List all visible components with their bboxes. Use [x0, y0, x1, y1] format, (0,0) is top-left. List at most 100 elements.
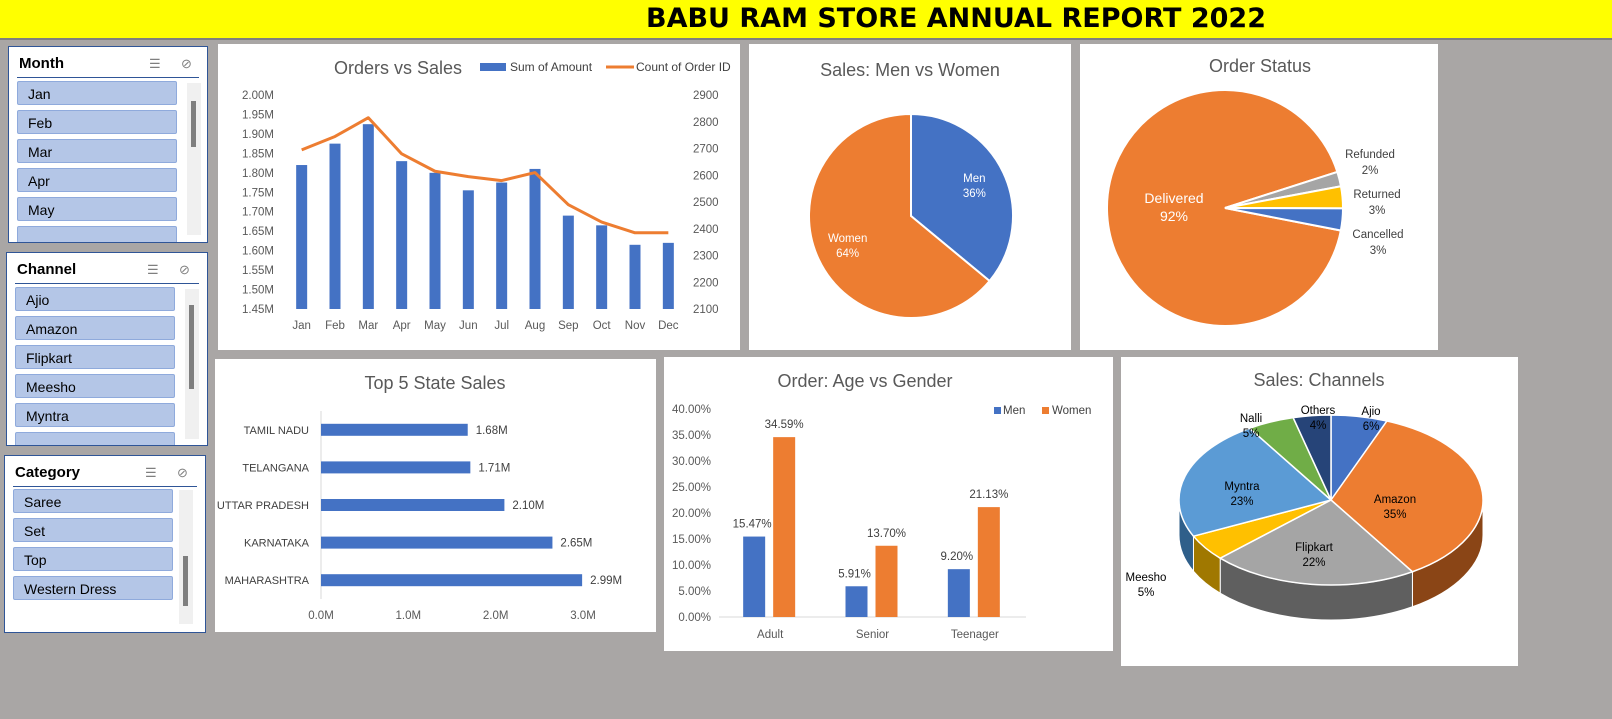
order-status-panel: Order Status Delivered 92% Refunded 2% Return… — [1080, 44, 1438, 350]
y-tick-label: 0.00% — [678, 612, 711, 624]
y-tick-label: 35.00% — [672, 430, 711, 442]
slice-label-flipkart: Flipkart — [1295, 542, 1334, 554]
men-vs-women-chart: Sales: Men vs Women Men 36% Women 64% — [808, 60, 1014, 319]
slice-label-myntra: Myntra — [1224, 481, 1260, 493]
slice-value-delivered: 92% — [1160, 208, 1188, 224]
bar-karnataka — [321, 536, 553, 549]
month-slicer-title: Month — [19, 55, 64, 72]
category-scroll-thumb[interactable] — [183, 556, 188, 606]
slicer-item-myntra[interactable]: Myntra — [15, 403, 175, 427]
bar-apr — [396, 161, 408, 309]
y-left-tick-label: 1.65M — [242, 226, 274, 238]
bar-telangana — [321, 461, 471, 474]
data-label-adult-women: 34.59% — [765, 419, 804, 431]
x-tick-label: Aug — [525, 320, 545, 332]
slice-value-returned: 3% — [1369, 205, 1386, 217]
slicer-item-saree[interactable]: Saree — [13, 489, 173, 513]
channels-panel: Sales: Channels Ajio 6% Amazon 35% Flipkart 22… — [1121, 357, 1518, 666]
slicer-item-western-dress[interactable]: Western Dress — [13, 576, 173, 600]
slice-label-cancelled: Cancelled — [1352, 229, 1403, 241]
slicer-item-jan[interactable]: Jan — [17, 81, 177, 105]
slicer-item-top[interactable]: Top — [13, 547, 173, 571]
pie-slice-delivered — [1106, 89, 1343, 327]
bar-mar — [362, 124, 374, 309]
pie-slice-women — [808, 112, 992, 319]
slice-value-myntra: 23% — [1230, 496, 1253, 508]
chart-title: Order Status — [1209, 56, 1311, 76]
bar-senior-women — [875, 545, 898, 617]
y-left-tick-label: 1.90M — [242, 129, 274, 141]
channels-chart: Sales: Channels Ajio 6% Amazon 35% Flipkart 22… — [1126, 370, 1484, 621]
category-label-maharashtra: MAHARASHTRA — [225, 575, 310, 587]
clear-filter-icon[interactable]: ⊘ — [181, 56, 192, 71]
x-tick-label: Jan — [292, 320, 311, 332]
report-banner: BABU RAM STORE ANNUAL REPORT 2022 — [0, 0, 1612, 40]
top-state-chart: Top 5 State Sales 0.0M 1.0M 2.0M 3.0M TAMIL N… — [217, 373, 622, 622]
chart-title: Top 5 State Sales — [364, 373, 505, 393]
slicer-item-feb[interactable]: Feb — [17, 110, 177, 134]
chart-title: Order: Age vs Gender — [777, 371, 952, 391]
slicer-item-may[interactable]: May — [17, 197, 177, 221]
bar-aug — [529, 168, 541, 309]
multi-select-icon[interactable]: ☰ — [145, 465, 157, 480]
slicer-item-meesho[interactable]: Meesho — [15, 374, 175, 398]
slice-value-meesho: 5% — [1138, 587, 1155, 599]
clear-filter-icon[interactable]: ⊘ — [179, 262, 190, 277]
y-left-tick-label: 1.50M — [242, 285, 274, 297]
y-right-tick-label: 2700 — [693, 144, 719, 156]
y-left-tick-label: 1.80M — [242, 168, 274, 180]
legend-label-women: Women — [1052, 405, 1091, 417]
clear-filter-icon[interactable]: ⊘ — [177, 465, 188, 480]
slicer-item-partial[interactable] — [17, 226, 177, 242]
age-gender-panel: Order: Age vs Gender Men Women 40.00% 35.00%… — [664, 357, 1113, 651]
slice-value-ajio: 6% — [1363, 421, 1380, 433]
x-tick-label: Oct — [593, 320, 612, 332]
slice-value-amazon: 35% — [1383, 509, 1406, 521]
legend-label-count-of-order-id: Count of Order ID — [636, 60, 731, 74]
x-tick-label: Senior — [856, 629, 889, 641]
category-slicer-title: Category — [15, 464, 81, 481]
channel-scroll-thumb[interactable] — [189, 305, 194, 389]
slice-value-nalli: 5% — [1243, 428, 1260, 440]
y-right-tick-label: 2400 — [693, 224, 719, 236]
multi-select-icon[interactable]: ☰ — [147, 262, 159, 277]
month-slicer: Month ☰ ⊘ Jan Feb Mar Apr May — [8, 46, 208, 243]
x-tick-label: Nov — [625, 320, 646, 332]
orders-vs-sales-chart: Orders vs Sales Sum of Amount Count of Ord… — [242, 58, 731, 332]
category-scrollbar[interactable] — [179, 490, 193, 624]
y-left-tick-label: 1.75M — [242, 187, 274, 199]
multi-select-icon[interactable]: ☰ — [149, 56, 161, 71]
slicer-item-set[interactable]: Set — [13, 518, 173, 542]
data-label-karnataka: 2.65M — [560, 538, 592, 550]
series-line-count-of-order-id — [301, 116, 669, 235]
slice-label-men: Men — [963, 173, 985, 185]
bar-nov — [629, 244, 641, 309]
y-right-tick-label: 2600 — [693, 170, 719, 182]
channel-slicer-title: Channel — [17, 261, 77, 278]
y-tick-label: 30.00% — [672, 456, 711, 468]
bar-adult-women — [773, 437, 796, 617]
legend-swatch-men — [994, 407, 1001, 414]
slice-value-flipkart: 22% — [1302, 557, 1325, 569]
bar-jan — [296, 165, 308, 309]
slicer-item-apr[interactable]: Apr — [17, 168, 177, 192]
slicer-item-ajio[interactable]: Ajio — [15, 287, 175, 311]
x-tick-label: Teenager — [951, 629, 999, 641]
slice-label-returned: Returned — [1353, 189, 1400, 201]
bar-oct — [596, 225, 608, 309]
data-label-adult-men: 15.47% — [733, 519, 772, 531]
y-right-tick-label: 2900 — [693, 90, 719, 102]
chart-title: Orders vs Sales — [334, 58, 462, 78]
slicer-item-amazon[interactable]: Amazon — [15, 316, 175, 340]
bar-adult-men — [743, 536, 766, 617]
month-scroll-thumb[interactable] — [191, 101, 196, 147]
slice-label-delivered: Delivered — [1144, 190, 1203, 206]
slicer-item-mar[interactable]: Mar — [17, 139, 177, 163]
data-label-tamil-nadu: 1.68M — [476, 425, 508, 437]
slicer-item-flipkart[interactable]: Flipkart — [15, 345, 175, 369]
month-scrollbar[interactable] — [187, 83, 201, 235]
slicer-item-partial[interactable] — [15, 432, 175, 445]
pie-slice-flipkart — [1218, 499, 1414, 586]
slice-value-women: 64% — [836, 248, 859, 260]
channel-scrollbar[interactable] — [185, 289, 199, 439]
